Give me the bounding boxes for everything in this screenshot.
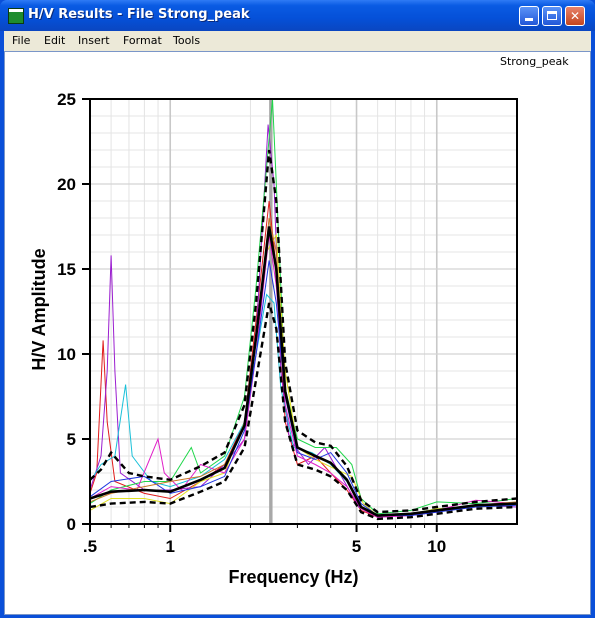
menu-insert[interactable]: Insert	[78, 34, 110, 47]
std-upper-curve	[90, 149, 517, 514]
y-tick-label: 20	[57, 175, 76, 194]
window-curve-4	[90, 99, 517, 515]
menu-file[interactable]: File	[12, 34, 31, 47]
y-tick-label: 5	[67, 430, 76, 449]
maximize-icon	[547, 11, 557, 20]
plot-frame	[89, 98, 518, 525]
mean-curve	[90, 226, 517, 517]
title-bar[interactable]: H/V Results - File Strong_peak ✕	[0, 0, 595, 31]
x-tick-label: .5	[83, 537, 97, 556]
y-tick-label: 0	[67, 515, 76, 534]
x-axis-label: Frequency (Hz)	[228, 567, 358, 587]
std-lower-curve	[90, 302, 517, 521]
minimize-button[interactable]	[519, 6, 539, 26]
y-tick-label: 10	[57, 345, 76, 364]
y-tick-label: 15	[57, 260, 76, 279]
menu-bar: File Edit Insert Format Tools	[4, 31, 591, 51]
x-tick-label: 1	[165, 537, 174, 556]
x-tick-label: 10	[427, 537, 446, 556]
close-button[interactable]: ✕	[565, 6, 585, 26]
plot-area-window: Strong_peak .5 1 5 10 0 5 10 15 20 25 Frequency (H…	[4, 51, 591, 615]
x-tick-label: 5	[352, 537, 361, 556]
minimize-icon	[525, 18, 533, 21]
plot-background	[90, 99, 517, 524]
y-tick-label: 25	[57, 90, 76, 109]
graph-app-icon	[8, 8, 24, 24]
window-title: H/V Results - File Strong_peak	[28, 7, 250, 22]
file-name-label: Strong_peak	[500, 55, 569, 68]
maximize-button[interactable]	[542, 6, 562, 26]
menu-tools[interactable]: Tools	[173, 34, 201, 47]
close-icon: ✕	[569, 9, 581, 23]
menu-edit[interactable]: Edit	[44, 34, 66, 47]
menu-format[interactable]: Format	[123, 34, 162, 47]
y-axis-label: H/V Amplitude	[29, 248, 49, 370]
